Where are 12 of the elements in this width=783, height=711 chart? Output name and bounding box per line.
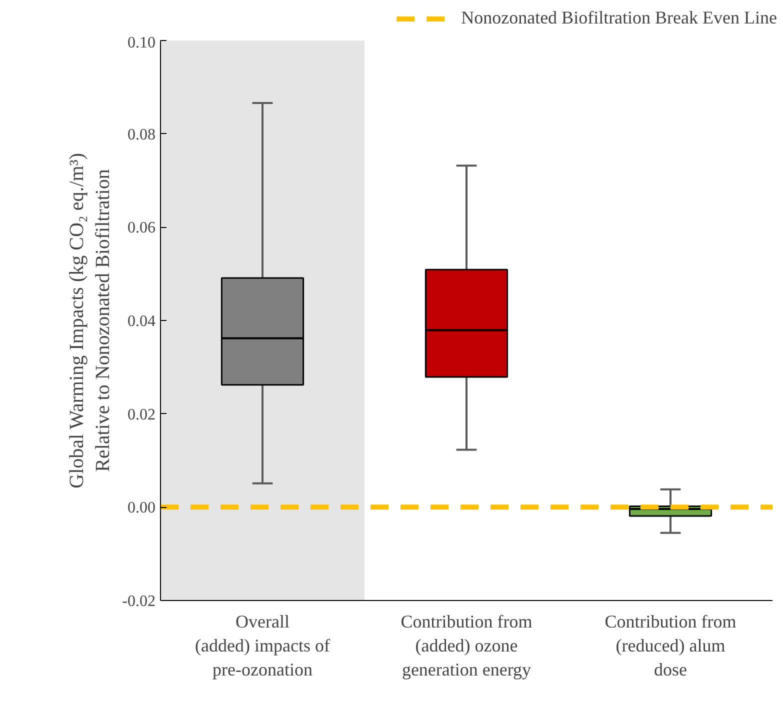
x-tick-label: Contribution from (reduced) alum dose	[604, 612, 736, 680]
y-tick-label: 0.02	[128, 406, 156, 424]
y-tick-label: 0.10	[128, 34, 156, 52]
x-tick-label: Overall (added) impacts of pre-ozonation	[195, 612, 330, 680]
y-tick-label: 0.04	[128, 313, 156, 330]
y-tick-label: 0.08	[128, 126, 156, 144]
y-tick-label: 0.00	[128, 500, 156, 517]
x-tick-label: Contribution from (added) ozone generation energy	[400, 612, 532, 680]
y-axis-title: Global Warming Impacts (kg CO₂ eq./m³) Relative to Nonozonated Biofiltration	[66, 152, 114, 488]
y-tick-label: -0.02	[122, 593, 156, 610]
y-tick-label: 0.06	[128, 220, 156, 237]
legend-label: Nonozonated Biofiltration Break Even Line	[461, 8, 777, 28]
